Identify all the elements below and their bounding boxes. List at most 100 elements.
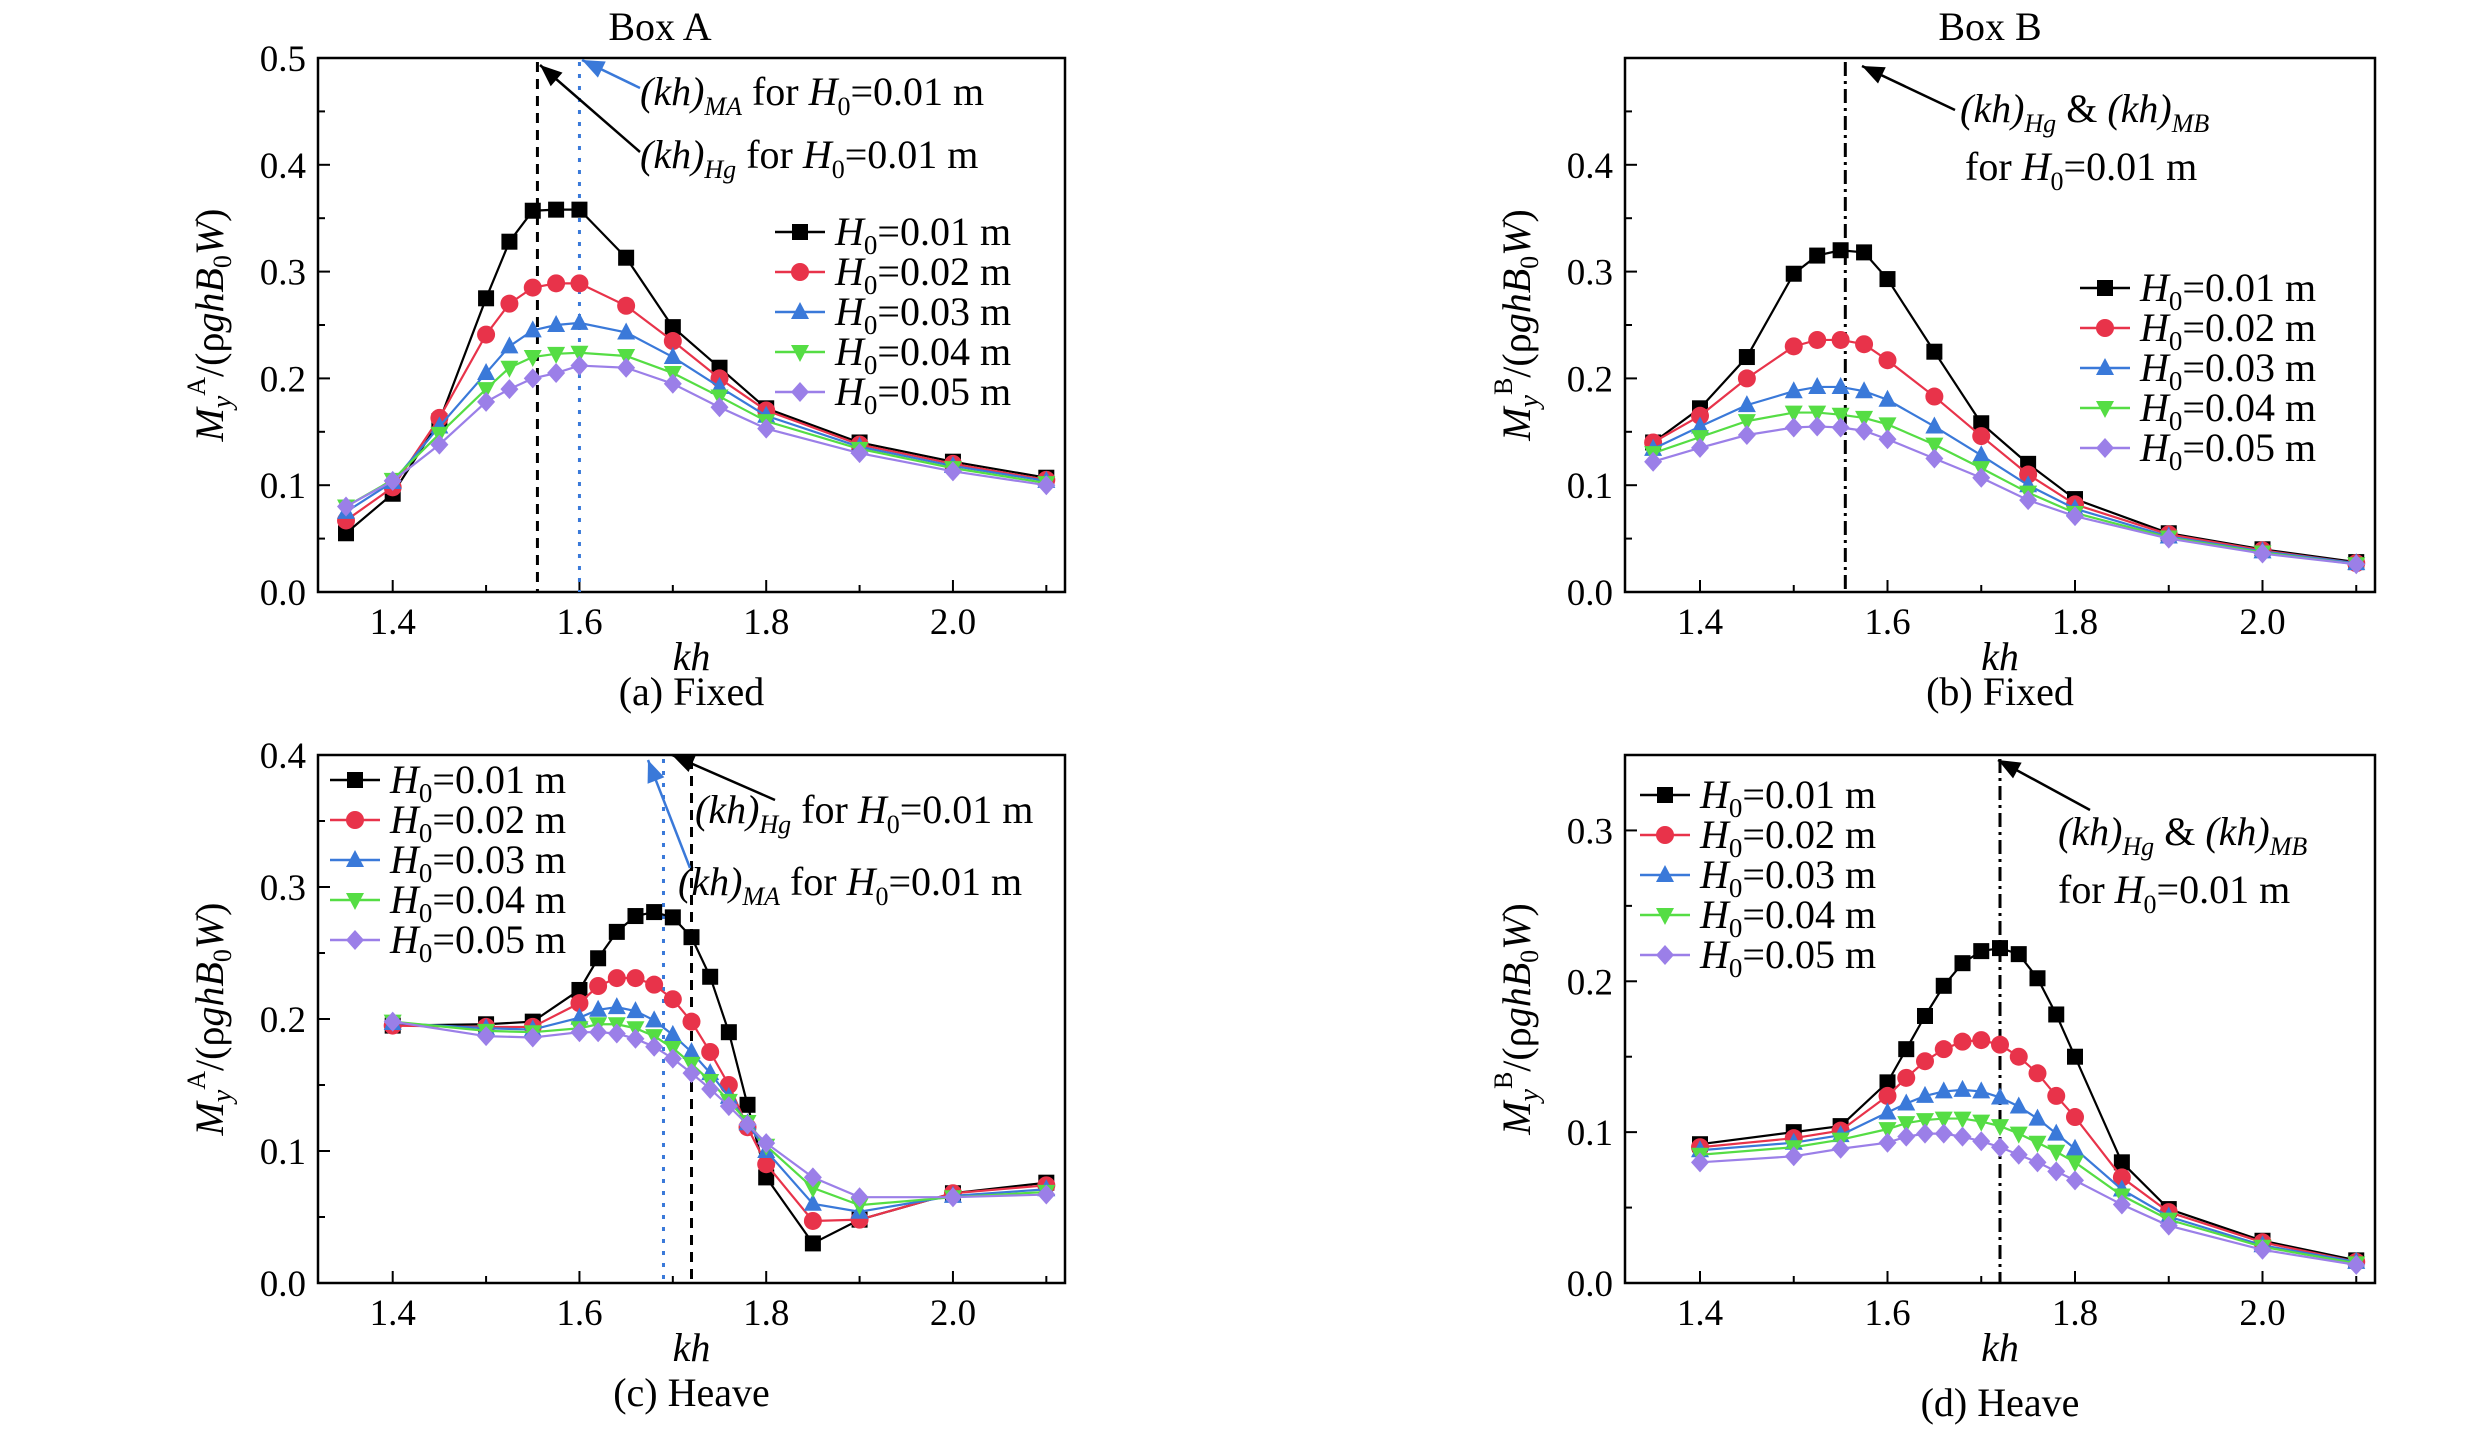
data-point [1953,1032,1972,1051]
chart-panel-d: 1.4 1.6 1.8 2.0 0.0 0.1 0.2 0.3 kh MyB/(ρghB0W) (d… [1489,753,2377,1425]
data-point [627,908,644,925]
data-point [943,461,962,482]
data-point [1916,1052,1934,1071]
y-tick-label: 0.2 [1567,962,1613,1003]
data-point [607,969,626,988]
x-tick-label: 1.8 [2052,602,2098,643]
arrow-head [672,755,696,773]
annotation-line2-d: for H0=0.01 m [2058,867,2290,919]
y-tick-label: 0.4 [260,146,306,187]
data-point [2009,1096,2028,1114]
data-point [1831,417,1850,438]
data-point [570,312,589,330]
data-point [645,1036,664,1057]
data-point [1926,343,1943,360]
data-point [618,249,635,266]
x-tick-label: 1.6 [556,1293,602,1334]
data-point [1878,1122,1897,1140]
data-point [803,1193,822,1211]
legend-label: H0=0.03 m [1699,852,1876,903]
legend-label: H0=0.02 m [389,797,566,848]
data-point [1879,1074,1896,1091]
data-point [617,348,636,366]
data-point [2347,554,2366,575]
data-point [1879,271,1896,288]
data-point [738,1114,757,1135]
legend-label: H0=0.04 m [1699,892,1876,943]
data-point [2047,1161,2066,1182]
data-point [804,1235,821,1252]
data-point [2067,1048,2083,1065]
data-point [803,1167,822,1188]
annotation-kh-hg-mb-d: (kh)Hg & (kh)MB [2058,809,2307,861]
data-point [1972,445,1991,463]
data-point [1878,1102,1897,1120]
data-point [570,994,589,1013]
data-point [1953,1126,1972,1147]
data-point [1917,1007,1933,1024]
data-point [1925,448,1944,469]
data-point [607,997,626,1015]
box-b-title: Box B [1938,4,2041,49]
series-line [392,976,1047,1223]
data-point [1934,1081,1953,1099]
arrow-head [647,760,665,784]
data-point [2112,1168,2131,1187]
y-tick-label: 0.4 [1567,146,1613,187]
data-point [1991,1137,2009,1158]
data-point [702,968,719,985]
data-point [570,274,589,293]
x-axis-label: kh [1981,1325,2019,1370]
y-tick-label: 0.1 [260,466,306,507]
data-point [500,336,519,354]
data-point [523,320,542,338]
y-tick-label: 0.3 [1567,253,1613,294]
legend-label: H0=0.01 m [834,209,1011,260]
data-point [570,1007,589,1025]
legend-marker [2097,280,2113,296]
data-point [1737,369,1756,388]
data-point [1691,1152,1709,1173]
legend-marker [1656,865,1674,882]
data-point [2047,1123,2066,1141]
data-point [1972,467,1991,488]
data-point [850,443,869,464]
annotation-arrow-b [1861,64,1956,112]
legend-marker [346,930,364,950]
data-point [1878,417,1897,435]
data-point [1855,420,1874,441]
x-tick-label: 1.6 [556,602,602,643]
data-point [617,357,636,378]
y-tick-label: 0.1 [1567,466,1613,507]
chart-panel-c: 1.4 1.6 1.8 2.0 0.0 0.1 0.2 0.3 0.4 kh MyA/(ρghB0W… [182,736,1067,1415]
legend-marker [1657,787,1673,803]
data-point [338,525,355,542]
y-tick-label: 0.3 [1567,811,1613,852]
data-point [477,391,496,412]
data-point [2066,1138,2084,1156]
data-point [757,418,776,439]
annotation-kh-hg-mb-b: (kh)Hg & (kh)MB [1960,86,2209,138]
x-axis-label: kh [673,1325,711,1370]
legend-marker [346,850,364,867]
data-point [1831,1138,1850,1159]
y-tick-label: 0.4 [260,736,306,777]
data-point [1972,1081,1991,1099]
legend-marker [791,382,809,402]
data-point [719,1096,738,1117]
legend-label: H0=0.04 m [389,877,566,928]
y-axis-label: MyA/(ρghB0W) [182,902,238,1136]
data-point [1991,1119,2009,1137]
data-point [2159,528,2178,549]
series-H0=0.01 m [1692,940,2365,1269]
chart-panel-a: 1.4 1.6 1.8 2.0 0.0 0.1 0.2 0.3 0.4 0.5 kh MyA/(ρgh… [182,39,1067,714]
data-point [1784,1146,1803,1167]
data-point [430,434,449,455]
data-point [547,346,566,364]
data-point [589,999,608,1017]
data-point [663,990,682,1009]
data-point [1935,977,1952,994]
data-point [2019,465,2038,484]
legend-label: H0=0.05 m [2139,425,2316,476]
